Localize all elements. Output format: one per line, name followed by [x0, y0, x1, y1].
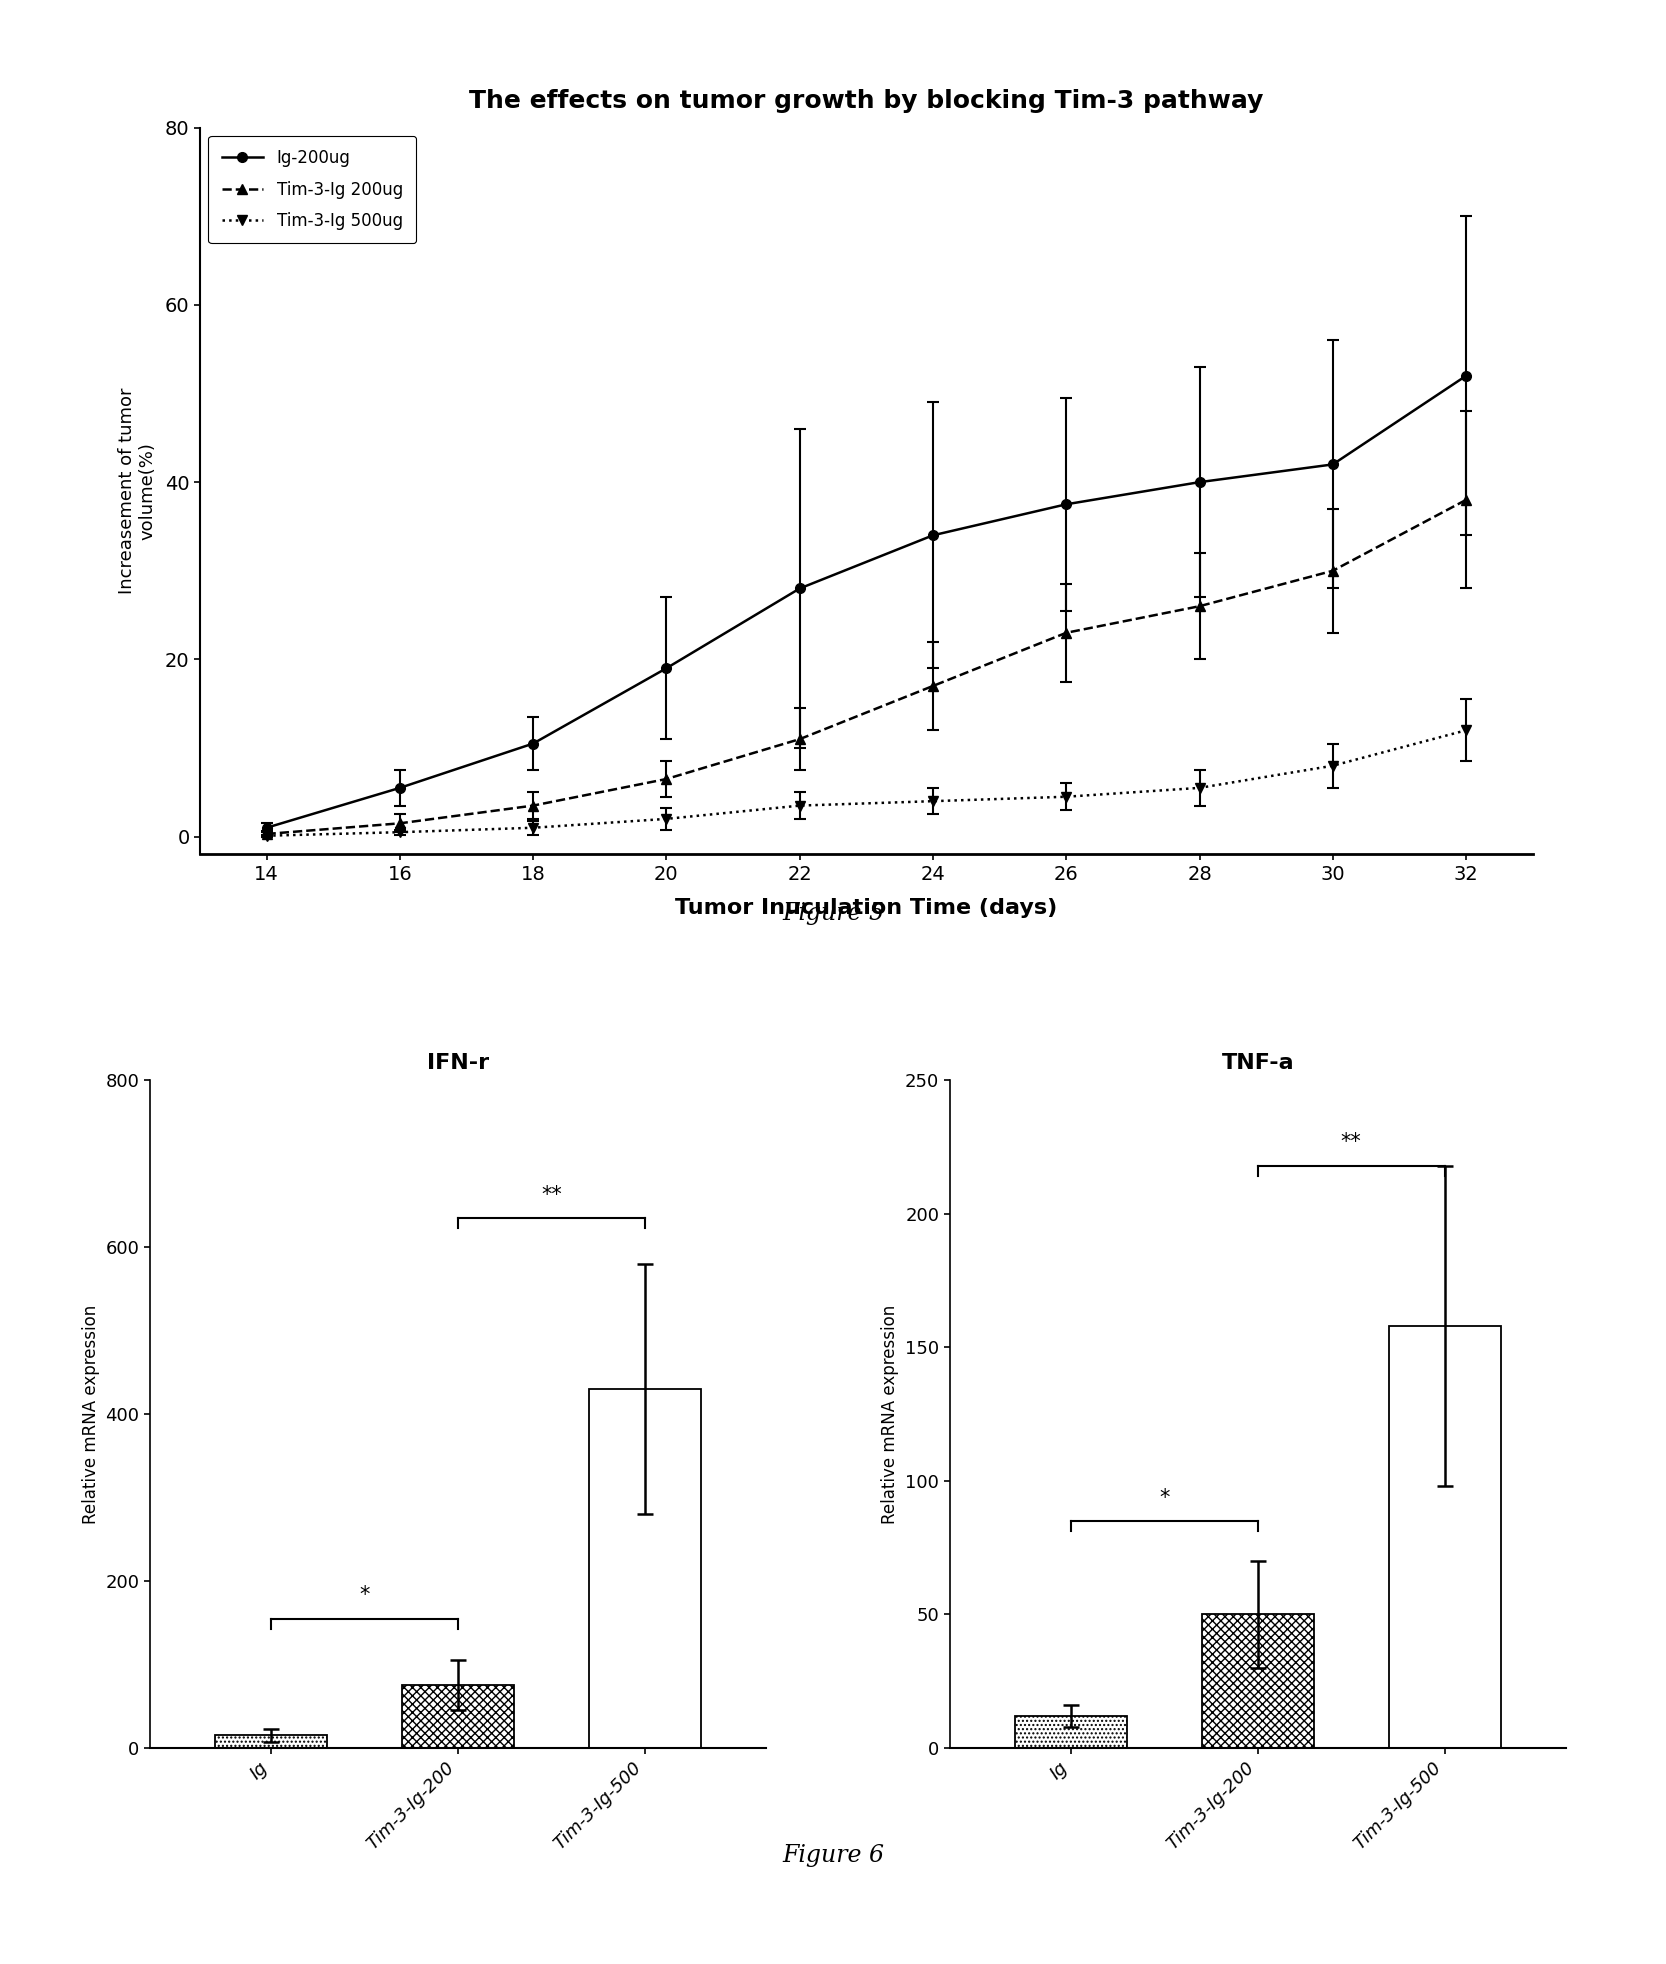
Y-axis label: Relative mRNA expression: Relative mRNA expression — [881, 1304, 900, 1524]
Text: Figure 6: Figure 6 — [781, 1844, 885, 1868]
Text: *: * — [360, 1585, 370, 1605]
Y-axis label: Relative mRNA expression: Relative mRNA expression — [82, 1304, 100, 1524]
Legend: Ig-200ug, Tim-3-Ig 200ug, Tim-3-Ig 500ug: Ig-200ug, Tim-3-Ig 200ug, Tim-3-Ig 500ug — [208, 136, 416, 244]
Text: Figure 5: Figure 5 — [781, 901, 885, 925]
Text: **: ** — [1341, 1133, 1361, 1153]
Bar — [1388, 1326, 1501, 1748]
Bar — [1015, 1717, 1128, 1748]
Title: TNF-a: TNF-a — [1221, 1053, 1294, 1072]
Bar — [402, 1685, 515, 1748]
Text: **: ** — [541, 1184, 561, 1204]
Bar — [215, 1736, 328, 1748]
X-axis label: Tumor Inuculation Time (days): Tumor Inuculation Time (days) — [675, 898, 1058, 917]
Title: The effects on tumor growth by blocking Tim-3 pathway: The effects on tumor growth by blocking … — [470, 88, 1263, 114]
Title: IFN-r: IFN-r — [426, 1053, 490, 1072]
Bar — [1201, 1614, 1314, 1748]
Text: *: * — [1160, 1487, 1170, 1508]
Bar — [588, 1389, 701, 1748]
Y-axis label: Increasement of tumor
volume(%): Increasement of tumor volume(%) — [118, 387, 157, 595]
